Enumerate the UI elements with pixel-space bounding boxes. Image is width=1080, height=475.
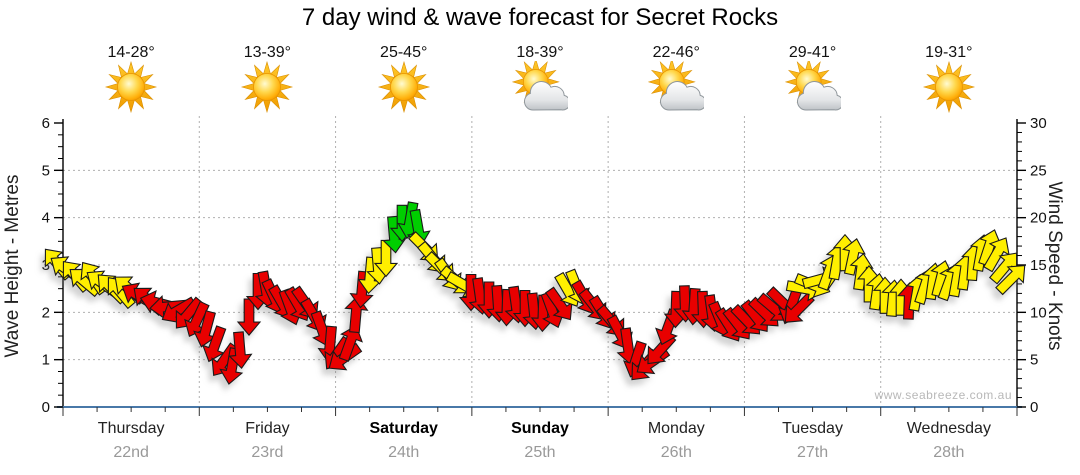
temp-range-label: 19-31° — [925, 44, 973, 61]
tick-label: 1 — [42, 352, 50, 369]
day-name-label: Friday — [245, 420, 290, 437]
wind-arrow-series — [44, 201, 1026, 385]
wind-arrow — [228, 331, 253, 369]
sun-behind-cloud-icon — [784, 57, 844, 117]
page-title: 7 day wind & wave forecast for Secret Ro… — [301, 4, 779, 31]
temp-range-label: 25-45° — [380, 44, 428, 61]
day-name-label: Tuesday — [782, 420, 843, 437]
axes — [57, 119, 1022, 408]
wind-arrow — [995, 264, 1026, 296]
tick-label: 20 — [1030, 210, 1047, 227]
wind-arrow — [338, 324, 363, 362]
tick-label: 10 — [1030, 304, 1047, 321]
axis-ticks: 0123456051015202530 — [42, 115, 1047, 416]
tick-label: 5 — [42, 162, 50, 179]
watermark: www.seabreeze.com.au — [874, 388, 1012, 402]
day-name-label: Saturday — [369, 420, 438, 437]
wind-arrow — [849, 252, 874, 291]
day-date-label: 28th — [933, 444, 965, 461]
sun-icon — [376, 60, 432, 117]
sun-behind-cloud-icon — [511, 57, 571, 117]
tick-label: 0 — [1030, 399, 1038, 416]
y-axis-left-title: Wave Height - Metres — [2, 174, 23, 358]
day-date-label: 23rd — [251, 444, 284, 461]
tick-label: 15 — [1030, 257, 1047, 274]
tick-label: 0 — [42, 399, 50, 416]
tick-label: 25 — [1030, 162, 1047, 179]
day-date-label: 26th — [660, 444, 692, 461]
sun-rays — [241, 60, 294, 114]
y-axis-right-title: Wind Speed - Knots — [1044, 181, 1065, 351]
sun-icon — [239, 60, 295, 117]
tick-label: 5 — [1030, 352, 1038, 369]
sun-rays — [377, 60, 430, 114]
day-name-label: Sunday — [511, 420, 569, 437]
temp-range-label: 14-28° — [107, 44, 155, 61]
tick-label: 6 — [42, 115, 50, 132]
sun-rays — [922, 60, 975, 114]
temp-range-label: 22-46° — [652, 44, 700, 61]
tick-label: 30 — [1030, 115, 1047, 132]
tick-label: 2 — [42, 304, 50, 321]
day-date-label: 25th — [524, 444, 556, 461]
sun-rays — [105, 60, 158, 114]
temp-range-label: 13-39° — [243, 44, 292, 61]
sun-icon — [921, 60, 977, 117]
day-date-label: 22nd — [113, 444, 149, 461]
temp-range-label: 18-39° — [516, 44, 564, 61]
wind-arrow — [202, 325, 227, 363]
sun-behind-cloud-icon — [648, 57, 707, 117]
temp-range-label: 29-41° — [788, 44, 837, 61]
day-name-label: Monday — [647, 420, 705, 437]
day-date-label: 24th — [388, 444, 420, 461]
gridlines — [63, 116, 1017, 407]
day-name-label: Wednesday — [906, 420, 991, 437]
tick-label: 4 — [42, 210, 50, 227]
sun-icon — [103, 60, 159, 117]
day-name-label: Thursday — [97, 420, 165, 437]
day-date-label: 27th — [796, 444, 829, 461]
